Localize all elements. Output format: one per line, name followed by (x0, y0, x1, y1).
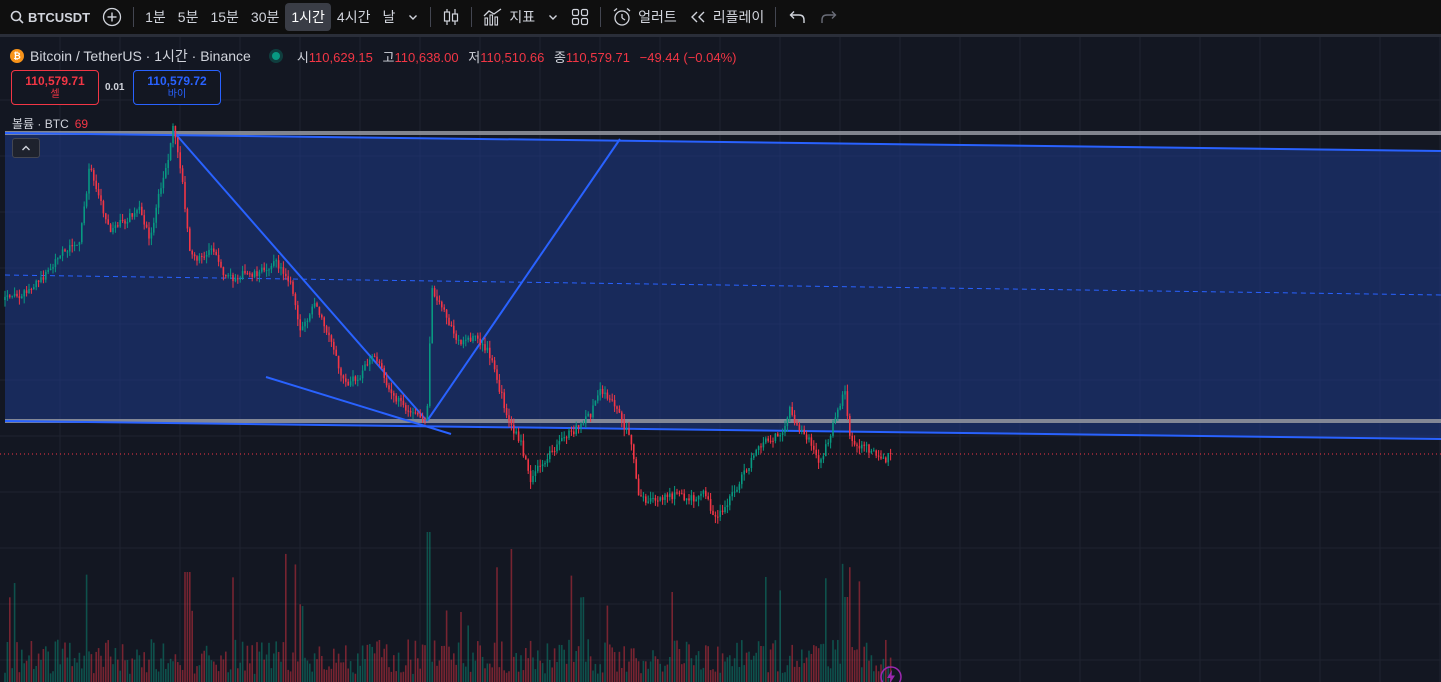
trend-line-lower[interactable] (265, 376, 452, 435)
open-label: 시 (296, 49, 309, 65)
rewind-icon (689, 10, 707, 24)
interval-label: 1시간 (291, 9, 325, 25)
toolbar-separator (471, 7, 473, 27)
indicators-button[interactable]: 지표 (477, 3, 541, 31)
chevron-down-icon (407, 11, 419, 23)
candlestick-series (4, 123, 892, 524)
channel-bottom-line[interactable] (4, 420, 1441, 440)
chevron-up-icon (20, 143, 32, 153)
bitcoin-logo-icon: ₿ (10, 49, 24, 63)
interval-label: 15분 (210, 9, 239, 25)
interval-1h[interactable]: 1시간 (285, 3, 331, 31)
replay-label: 리플레이 (712, 9, 765, 25)
interval-4h[interactable]: 4시간 (331, 3, 377, 31)
interval-5m[interactable]: 5분 (172, 3, 205, 31)
interval-label: 날 (382, 9, 396, 25)
redo-button[interactable] (813, 3, 845, 31)
symbol-search-button[interactable]: BTCUSDT (0, 3, 96, 31)
interval-label: 5분 (177, 9, 199, 25)
low-value: 110,510.66 (480, 49, 545, 65)
compare-symbol-button[interactable] (96, 3, 128, 31)
trend-line-up[interactable] (426, 138, 621, 422)
low-label: 저 (468, 49, 481, 65)
lightning-button[interactable] (880, 666, 902, 682)
interval-dropdown[interactable] (401, 3, 425, 31)
toolbar-separator (133, 7, 135, 27)
toolbar-separator (775, 7, 777, 27)
toolbar-separator (430, 7, 432, 27)
lightning-icon (880, 666, 902, 682)
layout-button[interactable] (565, 3, 595, 31)
channel-top-line[interactable] (4, 132, 1441, 152)
symbol-label: BTCUSDT (28, 9, 91, 25)
volume-legend[interactable]: 볼륨 · BTC 69 (12, 115, 88, 132)
volume-bars (4, 532, 892, 682)
sell-label: 셀 (50, 88, 60, 100)
chevron-down-icon (547, 11, 559, 23)
chart-pane[interactable]: ₿ Bitcoin / TetherUS · 1시간 · Binance 시11… (0, 37, 1441, 682)
redo-icon (819, 9, 839, 25)
change-value: −49.44 (−0.04%) (639, 49, 737, 65)
buy-price: 110,579.72 (147, 73, 207, 88)
candles-icon (442, 7, 460, 27)
search-icon (10, 10, 24, 24)
open-value: 110,629.15 (308, 49, 373, 65)
buy-label: 바이 (167, 88, 187, 100)
interval-label: 30분 (250, 9, 280, 25)
close-value: 110,579.71 (565, 49, 631, 65)
interval-label: 1분 (145, 9, 166, 25)
indicators-icon (483, 8, 503, 26)
top-toolbar: BTCUSDT 1분 5분 15분 30분 1시간 4시간 날 (0, 0, 1441, 37)
interval-15m[interactable]: 15분 (204, 3, 244, 31)
undo-icon (787, 9, 807, 25)
layout-grid-icon (571, 8, 589, 26)
market-open-icon (268, 49, 283, 63)
ohlc-values: 시110,629.15 고110,638.00 저110,510.66 종110… (297, 47, 737, 66)
interval-1m[interactable]: 1분 (139, 3, 172, 31)
toolbar-separator (600, 7, 602, 27)
alert-label: 얼러트 (638, 9, 677, 25)
spread-value: 0.01 (105, 82, 125, 93)
undo-button[interactable] (781, 3, 813, 31)
interval-30m[interactable]: 30분 (245, 3, 285, 31)
plus-circle-icon (102, 7, 122, 27)
high-label: 고 (382, 49, 395, 65)
sell-button[interactable]: 110,579.71 셀 (11, 70, 99, 105)
chart-type-button[interactable] (436, 3, 466, 31)
alarm-clock-icon (612, 7, 632, 27)
buy-button[interactable]: 110,579.72 바이 (133, 70, 221, 105)
high-value: 110,638.00 (394, 49, 459, 65)
parallel-channel-fill[interactable] (5, 133, 1441, 439)
collapse-legend-button[interactable] (12, 138, 40, 158)
indicator-templates-dropdown[interactable] (541, 3, 565, 31)
indicators-label: 지표 (509, 9, 536, 25)
interval-label: 4시간 (336, 9, 371, 25)
price-chart-canvas[interactable] (0, 37, 1441, 682)
interval-1d[interactable]: 날 (376, 3, 401, 31)
alert-button[interactable]: 얼러트 (606, 3, 683, 31)
sell-price: 110,579.71 (25, 73, 85, 88)
legend-title[interactable]: Bitcoin / TetherUS · 1시간 · Binance (30, 48, 251, 64)
chart-legend: ₿ Bitcoin / TetherUS · 1시간 · Binance 시11… (10, 46, 737, 66)
volume-legend-label: 볼륨 · BTC (12, 117, 69, 131)
replay-button[interactable]: 리플레이 (683, 3, 771, 31)
close-label: 종 (553, 49, 566, 65)
volume-legend-value: 69 (74, 117, 89, 131)
